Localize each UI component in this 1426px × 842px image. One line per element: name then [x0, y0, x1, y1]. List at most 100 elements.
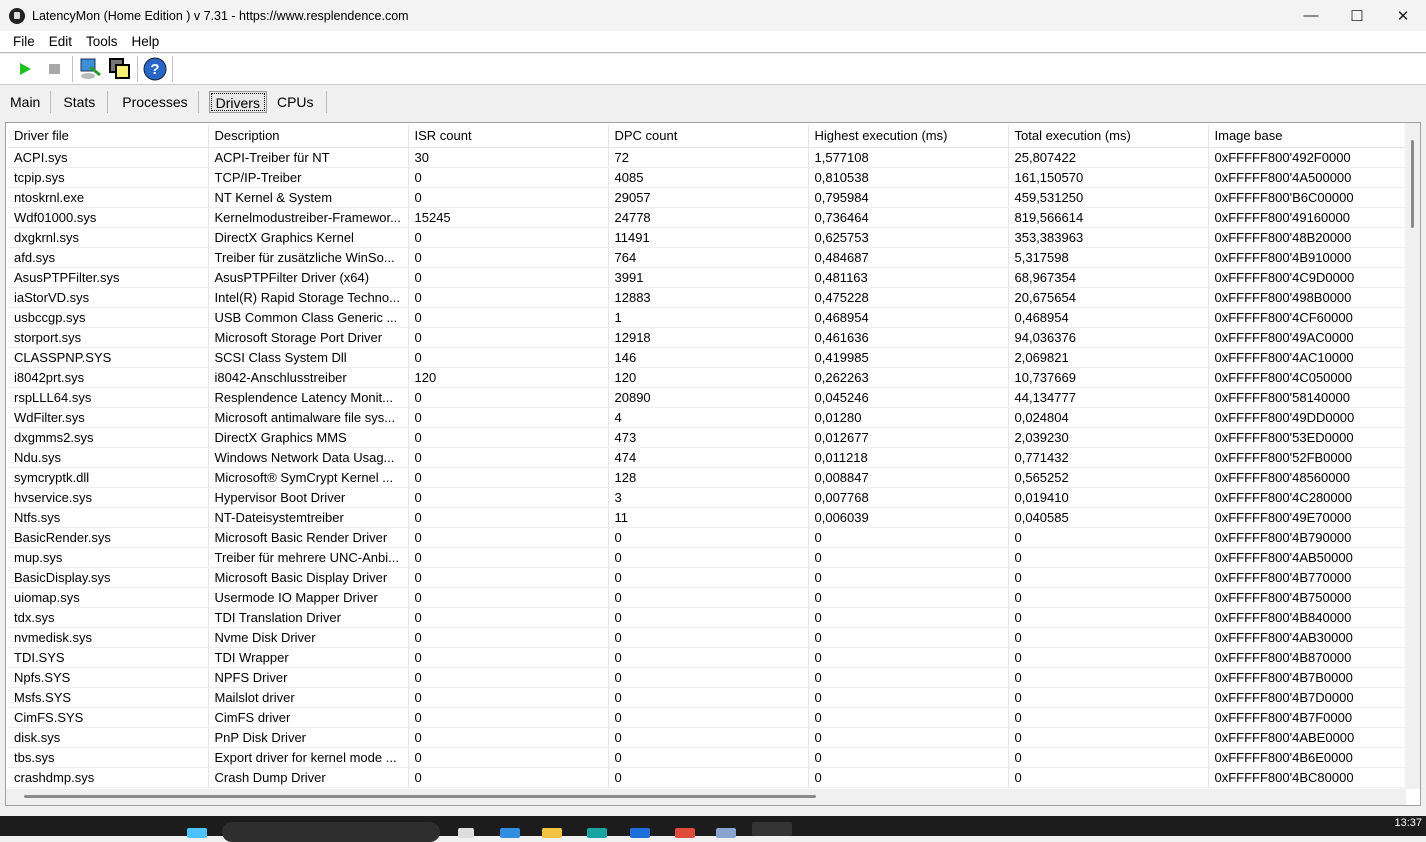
table-row[interactable]: dxgmms2.sys DirectX Graphics MMS 0 473 0,012… — [8, 427, 1409, 448]
cell-dpc-count: 3991 — [608, 267, 809, 288]
help-icon[interactable]: ? — [140, 56, 170, 82]
minimize-button[interactable]: — — [1303, 7, 1319, 24]
table-row[interactable]: Ntfs.sys NT-Dateisystemtreiber 0 11 0,006039… — [8, 507, 1409, 528]
table-row[interactable]: mup.sys Treiber für mehrere UNC-Anbi... 0 0… — [8, 547, 1409, 568]
menu-tools[interactable]: Tools — [86, 34, 118, 49]
cell-driver-file: Wdf01000.sys — [8, 207, 209, 228]
app-icon — [9, 7, 25, 24]
app-icon-red[interactable] — [675, 828, 695, 838]
cell-description: NT Kernel & System — [208, 187, 409, 208]
cell-description: TDI Wrapper — [208, 647, 409, 668]
cell-driver-file: tdx.sys — [8, 607, 209, 628]
table-row[interactable]: storport.sys Microsoft Storage Port Drive… — [8, 327, 1409, 348]
svg-text:?: ? — [150, 61, 159, 78]
play-icon[interactable] — [10, 56, 40, 82]
horizontal-scroll-thumb[interactable] — [24, 795, 816, 798]
cell-dpc-count: 12883 — [608, 287, 809, 308]
table-row[interactable]: nvmedisk.sys Nvme Disk Driver 0 0 0 0 0xFFFFF8… — [8, 627, 1409, 648]
vertical-scrollbar[interactable] — [1405, 123, 1420, 789]
column-header-total-execution[interactable]: Total execution (ms) — [1008, 125, 1209, 148]
table-row[interactable]: Ndu.sys Windows Network Data Usag... 0 474 0… — [8, 447, 1409, 468]
cell-dpc-count: 0 — [608, 587, 809, 608]
table-row[interactable]: crashdmp.sys Crash Dump Driver 0 0 0 0 0xFFFFF… — [8, 767, 1409, 788]
menu-file[interactable]: File — [13, 34, 35, 49]
windows-icon[interactable] — [105, 56, 135, 82]
folder-icon[interactable] — [542, 828, 562, 838]
table-row[interactable]: uiomap.sys Usermode IO Mapper Driver 0 0 0 0 0… — [8, 587, 1409, 608]
table-row[interactable]: Npfs.SYS NPFS Driver 0 0 0 0 0xFFFFF800'4B7B00… — [8, 667, 1409, 688]
stop-icon[interactable] — [40, 56, 70, 82]
table-row[interactable]: dxgkrnl.sys DirectX Graphics Kernel 0 11491… — [8, 227, 1409, 248]
edge-icon[interactable] — [500, 828, 520, 838]
table-row[interactable]: ACPI.sys ACPI-Treiber für NT 30 72 1,577108 2… — [8, 147, 1409, 168]
cell-description: Microsoft Basic Render Driver — [208, 527, 409, 548]
column-header-highest-execution[interactable]: Highest execution (ms) — [808, 125, 1009, 148]
table-row[interactable]: ntoskrnl.exe NT Kernel & System 0 29057 0,79… — [8, 187, 1409, 208]
table-row[interactable]: Msfs.SYS Mailslot driver 0 0 0 0 0xFFFFF800'4B… — [8, 687, 1409, 708]
tab-main[interactable]: Main — [0, 91, 52, 113]
latencymon-taskbar-icon[interactable] — [752, 822, 792, 836]
cell-image-base: 0xFFFFF800'4B7B0000 — [1208, 667, 1409, 688]
cell-description: Export driver for kernel mode ... — [208, 747, 409, 768]
computer-icon[interactable] — [75, 56, 105, 82]
table-row[interactable]: i8042prt.sys i8042-Anschlusstreiber 120 120… — [8, 367, 1409, 388]
cell-driver-file: BasicRender.sys — [8, 527, 209, 548]
column-header-image-base[interactable]: Image base — [1208, 125, 1409, 148]
app-icon-blue[interactable] — [630, 828, 650, 838]
maximize-button[interactable]: ☐ — [1350, 7, 1364, 25]
table-row[interactable]: BasicRender.sys Microsoft Basic Render Dr… — [8, 527, 1409, 548]
column-header-driver-file[interactable]: Driver file — [8, 125, 209, 148]
cell-description: Treiber für zusätzliche WinSo... — [208, 247, 409, 268]
tab-drivers[interactable]: Drivers — [208, 91, 267, 113]
column-header-description[interactable]: Description — [208, 125, 409, 148]
close-button[interactable]: ✕ — [1396, 7, 1410, 25]
table-row[interactable]: WdFilter.sys Microsoft antimalware file s… — [8, 407, 1409, 428]
cell-total-execution: 25,807422 — [1008, 147, 1209, 168]
table-row[interactable]: AsusPTPFilter.sys AsusPTPFilter Driver (x… — [8, 267, 1409, 288]
table-row[interactable]: tbs.sys Export driver for kernel mode ...… — [8, 747, 1409, 768]
cell-image-base: 0xFFFFF800'49160000 — [1208, 207, 1409, 228]
taskbar-search[interactable] — [222, 822, 440, 842]
tab-processes[interactable]: Processes — [108, 91, 199, 113]
table-row[interactable]: usbccgp.sys USB Common Class Generic ... 0… — [8, 307, 1409, 328]
browser-icon[interactable] — [587, 828, 607, 838]
cell-isr-count: 0 — [408, 607, 609, 628]
cell-description: Kernelmodustreiber-Framewor... — [208, 207, 409, 228]
table-row[interactable]: symcryptk.dll Microsoft® SymCrypt Kernel … — [8, 467, 1409, 488]
cell-image-base: 0xFFFFF800'49E70000 — [1208, 507, 1409, 528]
horizontal-scrollbar[interactable] — [6, 789, 1406, 805]
menu-edit[interactable]: Edit — [48, 34, 73, 49]
table-row[interactable]: tcpip.sys TCP/IP-Treiber 0 4085 0,810538 161,… — [8, 167, 1409, 188]
cell-dpc-count: 0 — [608, 667, 809, 688]
cell-total-execution: 0 — [1008, 587, 1209, 608]
cell-driver-file: symcryptk.dll — [8, 467, 209, 488]
table-row[interactable]: tdx.sys TDI Translation Driver 0 0 0 0 0xFFFFF… — [8, 607, 1409, 628]
cell-total-execution: 0 — [1008, 607, 1209, 628]
menu-help[interactable]: Help — [131, 34, 160, 49]
cell-driver-file: rspLLL64.sys — [8, 387, 209, 408]
table-row[interactable]: CimFS.SYS CimFS driver 0 0 0 0 0xFFFFF800'4B7F… — [8, 707, 1409, 728]
column-header-dpc-count[interactable]: DPC count — [608, 125, 809, 148]
app-icon-doc[interactable] — [716, 828, 736, 838]
taskview-icon[interactable] — [458, 828, 474, 838]
table-row[interactable]: afd.sys Treiber für zusätzliche WinSo... 0… — [8, 247, 1409, 268]
start-icon[interactable] — [187, 828, 207, 838]
table-row[interactable]: disk.sys PnP Disk Driver 0 0 0 0 0xFFFFF800'4A… — [8, 727, 1409, 748]
cell-driver-file: mup.sys — [8, 547, 209, 568]
cell-isr-count: 0 — [408, 507, 609, 528]
tab-cpus[interactable]: CPUs — [277, 91, 327, 113]
cell-dpc-count: 0 — [608, 607, 809, 628]
vertical-scroll-thumb[interactable] — [1411, 140, 1414, 228]
column-header-isr-count[interactable]: ISR count — [408, 125, 609, 148]
tab-stats[interactable]: Stats — [51, 91, 109, 113]
cell-image-base: 0xFFFFF800'58140000 — [1208, 387, 1409, 408]
tab-bar: Main Stats Processes Drivers CPUs — [0, 86, 327, 118]
table-row[interactable]: TDI.SYS TDI Wrapper 0 0 0 0 0xFFFFF800'4B87000… — [8, 647, 1409, 668]
cell-isr-count: 0 — [408, 347, 609, 368]
table-row[interactable]: hvservice.sys Hypervisor Boot Driver 0 3 0,0… — [8, 487, 1409, 508]
table-row[interactable]: iaStorVD.sys Intel(R) Rapid Storage Techn… — [8, 287, 1409, 308]
table-row[interactable]: BasicDisplay.sys Microsoft Basic Display … — [8, 567, 1409, 588]
table-row[interactable]: rspLLL64.sys Resplendence Latency Monit..… — [8, 387, 1409, 408]
table-row[interactable]: CLASSPNP.SYS SCSI Class System Dll 0 146 0,4… — [8, 347, 1409, 368]
table-row[interactable]: Wdf01000.sys Kernelmodustreiber-Framewor.… — [8, 207, 1409, 228]
